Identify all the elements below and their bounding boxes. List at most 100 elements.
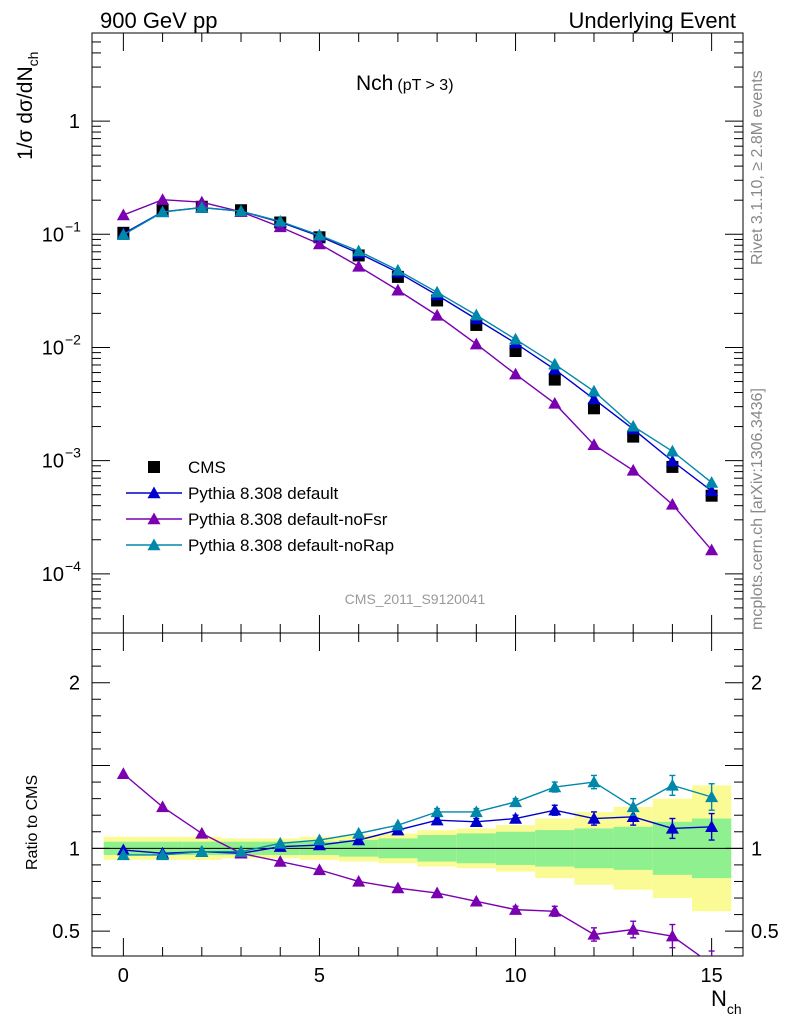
- data-point: [116, 228, 130, 240]
- ratio-point: [352, 833, 366, 846]
- data-point: [705, 484, 719, 497]
- data-point: [509, 367, 523, 380]
- ratio-y-tick-label: 2: [69, 673, 80, 695]
- ratio-y-tick-label-right: 2: [751, 673, 762, 695]
- data-point: [705, 476, 719, 488]
- ratio-point: [195, 845, 209, 857]
- data-point: [195, 201, 209, 213]
- x-tick-label: 0: [118, 965, 129, 987]
- data-point: [665, 454, 679, 467]
- x-axis-label-sub: ch: [727, 1001, 742, 1017]
- legend-label: Pythia 8.308 default: [188, 484, 339, 503]
- data-point: [509, 332, 523, 345]
- ratio-point: [430, 805, 444, 818]
- top-y-tick-exponent: −1: [65, 218, 81, 234]
- top-y-tick-label: 1: [69, 111, 80, 133]
- top-y-tick-label: 10: [42, 564, 64, 586]
- ratio-point: [665, 778, 679, 791]
- legend-marker: [148, 461, 160, 473]
- legend-label: CMS: [188, 458, 226, 477]
- ratio-point: [509, 795, 523, 808]
- plot-label-sub: (pT > 3): [397, 77, 453, 94]
- mcplots-credit: mcplots.cern.ch [arXiv:1306.3436]: [749, 388, 766, 630]
- ratio-point: [665, 821, 679, 834]
- data-point: [548, 357, 562, 370]
- x-tick-label: 15: [701, 965, 723, 987]
- data-point: [391, 263, 405, 276]
- top-y-axis-label-sub: ch: [25, 52, 41, 67]
- ratio-point: [548, 803, 562, 816]
- ratio-point: [469, 815, 483, 828]
- header-right: Underlying Event: [568, 8, 736, 33]
- data-point: [469, 337, 483, 350]
- ratio-point: [469, 894, 483, 907]
- ratio-y-tick-label: 1: [69, 838, 80, 860]
- ratio-point: [116, 767, 130, 779]
- data-point: [587, 438, 601, 450]
- data-point: [312, 237, 326, 250]
- x-tick-label: 10: [504, 965, 526, 987]
- ratio-point: [195, 826, 209, 839]
- top-y-tick-exponent: −4: [65, 558, 81, 574]
- ratio-series-pythia-8-308-default-norap: [116, 774, 719, 861]
- header-left: 900 GeV pp: [100, 8, 217, 33]
- series-cms: [117, 200, 718, 502]
- x-tick-label: 5: [314, 965, 325, 987]
- series-line: [123, 206, 713, 492]
- ratio-point: [705, 820, 719, 832]
- ratio-point: [587, 927, 601, 940]
- top-y-tick-exponent: −3: [65, 445, 81, 461]
- legend: CMS Pythia 8.308 default Pythia 8.308 defa…: [126, 458, 394, 555]
- ratio-point: [352, 874, 366, 887]
- ratio-point: [626, 810, 640, 823]
- legend-label: Pythia 8.308 default-noRap: [188, 536, 394, 555]
- ratio-point: [273, 855, 287, 867]
- data-point: [391, 283, 405, 296]
- series-pythia-8-308-default-norap: [116, 201, 719, 488]
- ratio-point: [312, 833, 326, 846]
- data-point: [587, 392, 601, 405]
- data-point: [705, 543, 719, 556]
- legend-marker: [147, 538, 161, 551]
- ratio-line: [123, 809, 712, 855]
- series-line: [123, 206, 713, 484]
- data-point: [156, 193, 170, 205]
- data-point: [234, 204, 248, 217]
- ratio-panel: 0 5 10 15 0.5 0.5 1 1 2 2: [52, 632, 779, 987]
- plot-label-main: Nch: [356, 72, 393, 95]
- top-y-tick-label: 10: [42, 337, 64, 359]
- data-point: [665, 497, 679, 510]
- ratio-point: [391, 818, 405, 831]
- series-line: [123, 198, 713, 551]
- rivet-version-note: Rivet 3.1.10, ≥ 2.8M events: [749, 70, 766, 265]
- ratio-line: [123, 781, 712, 856]
- data-point: [156, 205, 170, 218]
- ratio-point: [234, 845, 248, 857]
- ratio-point: [548, 904, 562, 917]
- ratio-point: [665, 929, 679, 942]
- legend-item: Pythia 8.308 default-noRap: [126, 536, 394, 555]
- data-point: [587, 384, 601, 397]
- ratio-series-pythia-8-308-default-nofsr: [116, 767, 715, 956]
- data-point: [352, 244, 366, 257]
- top-y-tick-label: 10: [42, 451, 64, 473]
- ratio-point: [705, 790, 719, 803]
- legend-marker: [147, 512, 161, 525]
- data-point: [273, 214, 287, 227]
- legend-item: CMS: [148, 458, 226, 477]
- top-y-axis-label-main: 1/σ dσ/dN: [14, 66, 37, 160]
- ratio-point: [509, 812, 523, 824]
- data-point: [430, 285, 444, 298]
- series-pythia-8-308-default-nofsr: [116, 193, 719, 556]
- x-axis-label: Nch: [711, 986, 742, 1017]
- ratio-point: [587, 775, 601, 788]
- data-point: [116, 208, 130, 221]
- data-point: [312, 228, 326, 241]
- ratio-point: [391, 881, 405, 894]
- ratio-point: [509, 903, 523, 915]
- ratio-point: [587, 812, 601, 824]
- ratio-point: [548, 780, 562, 793]
- data-point: [548, 373, 561, 386]
- ratio-y-axis-label: Ratio to CMS: [24, 775, 41, 870]
